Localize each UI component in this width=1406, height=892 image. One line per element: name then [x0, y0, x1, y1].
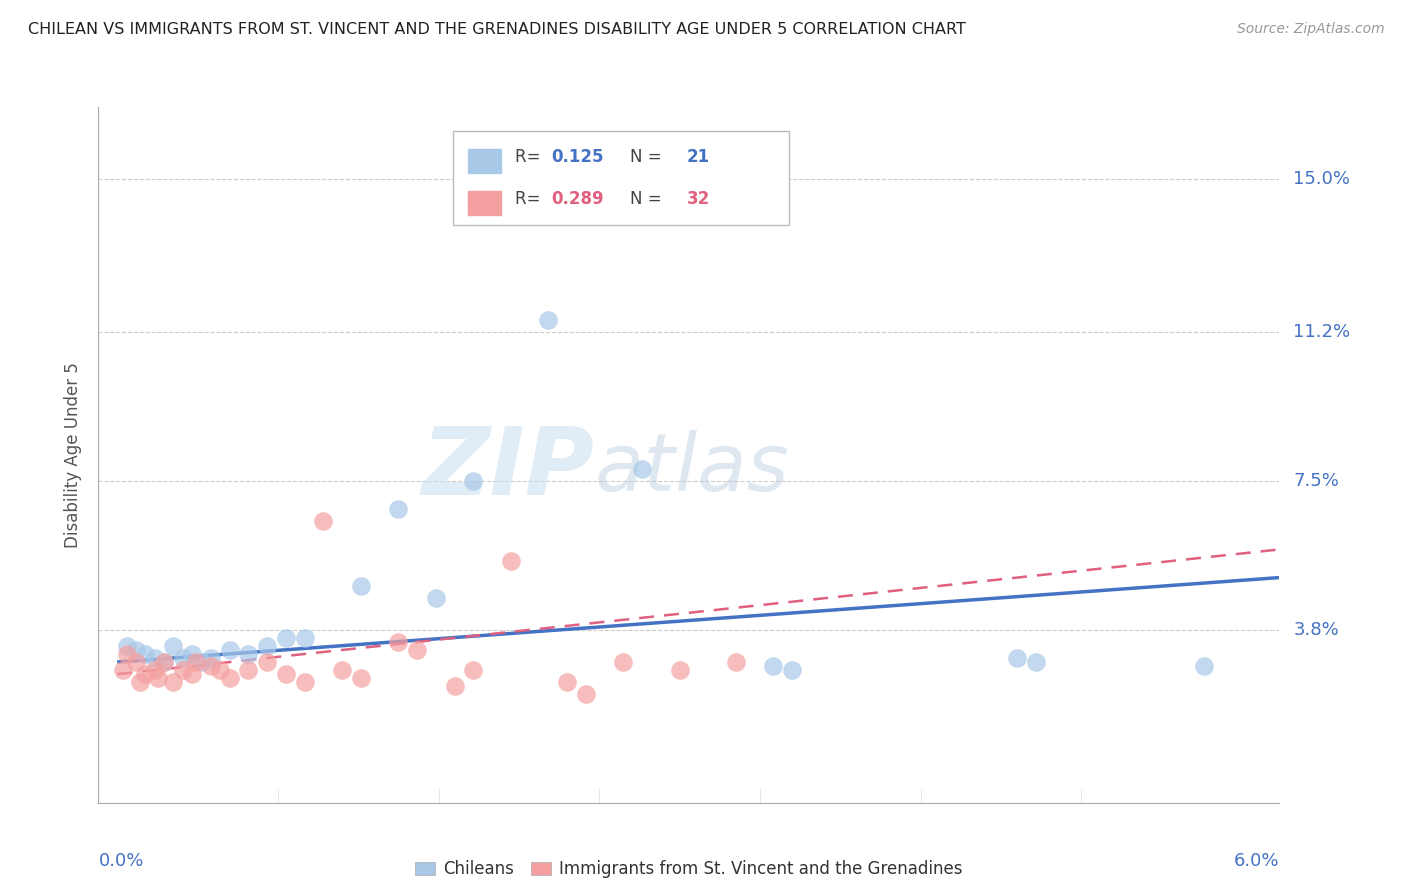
Point — [555, 675, 578, 690]
Text: 3.8%: 3.8% — [1294, 621, 1339, 639]
Point — [184, 655, 207, 669]
Point — [612, 655, 634, 669]
Point — [350, 671, 373, 685]
Point — [724, 655, 747, 669]
Point — [350, 579, 373, 593]
Point — [780, 663, 803, 677]
Text: R=: R= — [516, 148, 546, 166]
Point — [143, 663, 166, 677]
Point — [256, 639, 278, 653]
Text: 32: 32 — [686, 190, 710, 208]
Text: 0.0%: 0.0% — [98, 852, 143, 870]
Text: 6.0%: 6.0% — [1234, 852, 1279, 870]
Point — [668, 663, 690, 677]
Point — [153, 655, 176, 669]
Point — [294, 675, 316, 690]
Y-axis label: Disability Age Under 5: Disability Age Under 5 — [65, 362, 83, 548]
Point — [209, 663, 232, 677]
Point — [406, 643, 429, 657]
Point — [125, 655, 148, 669]
Text: 7.5%: 7.5% — [1294, 472, 1340, 490]
Point — [218, 643, 240, 657]
Point — [238, 663, 260, 677]
Point — [762, 659, 785, 673]
Text: N =: N = — [630, 148, 666, 166]
Text: 21: 21 — [686, 148, 710, 166]
Text: ZIP: ZIP — [422, 423, 595, 515]
Point — [125, 643, 148, 657]
Point — [153, 655, 176, 669]
Point — [111, 663, 134, 677]
Text: 15.0%: 15.0% — [1294, 170, 1350, 188]
Text: 0.125: 0.125 — [551, 148, 603, 166]
Point — [172, 663, 194, 677]
Point — [1194, 659, 1216, 673]
Text: CHILEAN VS IMMIGRANTS FROM ST. VINCENT AND THE GRENADINES DISABILITY AGE UNDER 5: CHILEAN VS IMMIGRANTS FROM ST. VINCENT A… — [28, 22, 966, 37]
FancyBboxPatch shape — [453, 131, 789, 226]
Point — [238, 647, 260, 661]
Point — [256, 655, 278, 669]
Point — [128, 675, 150, 690]
Point — [631, 462, 654, 476]
FancyBboxPatch shape — [468, 191, 501, 215]
Point — [575, 687, 598, 701]
Point — [294, 631, 316, 645]
Text: 11.2%: 11.2% — [1294, 323, 1351, 342]
Text: atlas: atlas — [595, 430, 789, 508]
Text: R=: R= — [516, 190, 546, 208]
Point — [148, 671, 170, 685]
FancyBboxPatch shape — [468, 149, 501, 173]
Point — [143, 651, 166, 665]
Point — [1005, 651, 1028, 665]
Point — [181, 667, 204, 681]
Point — [463, 663, 485, 677]
Point — [443, 679, 465, 693]
Point — [330, 663, 353, 677]
Point — [172, 651, 194, 665]
Point — [162, 639, 184, 653]
Point — [274, 631, 297, 645]
Text: 0.289: 0.289 — [551, 190, 603, 208]
Point — [134, 647, 156, 661]
Legend: Chileans, Immigrants from St. Vincent and the Grenadines: Chileans, Immigrants from St. Vincent an… — [408, 854, 970, 885]
Point — [218, 671, 240, 685]
Point — [387, 502, 409, 516]
Point — [312, 514, 335, 528]
Point — [200, 659, 222, 673]
Point — [387, 635, 409, 649]
Point — [499, 554, 522, 568]
Point — [190, 655, 212, 669]
Point — [134, 667, 156, 681]
Point — [115, 639, 138, 653]
Point — [162, 675, 184, 690]
Point — [115, 647, 138, 661]
Point — [1025, 655, 1047, 669]
Point — [425, 591, 447, 605]
Point — [537, 313, 560, 327]
Text: N =: N = — [630, 190, 666, 208]
Text: Source: ZipAtlas.com: Source: ZipAtlas.com — [1237, 22, 1385, 37]
Point — [463, 474, 485, 488]
Point — [274, 667, 297, 681]
Point — [181, 647, 204, 661]
Point — [200, 651, 222, 665]
